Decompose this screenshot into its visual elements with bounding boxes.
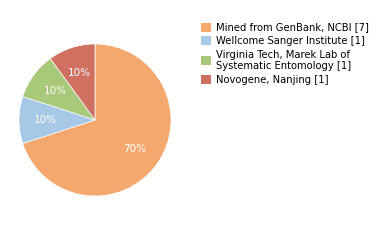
- Legend: Mined from GenBank, NCBI [7], Wellcome Sanger Institute [1], Virginia Tech, Mare: Mined from GenBank, NCBI [7], Wellcome S…: [199, 20, 370, 87]
- Wedge shape: [50, 44, 95, 120]
- Wedge shape: [19, 96, 95, 144]
- Text: 70%: 70%: [124, 144, 146, 154]
- Wedge shape: [23, 59, 95, 120]
- Text: 10%: 10%: [68, 68, 91, 78]
- Text: 10%: 10%: [34, 115, 57, 125]
- Wedge shape: [23, 44, 171, 196]
- Text: 10%: 10%: [44, 86, 66, 96]
